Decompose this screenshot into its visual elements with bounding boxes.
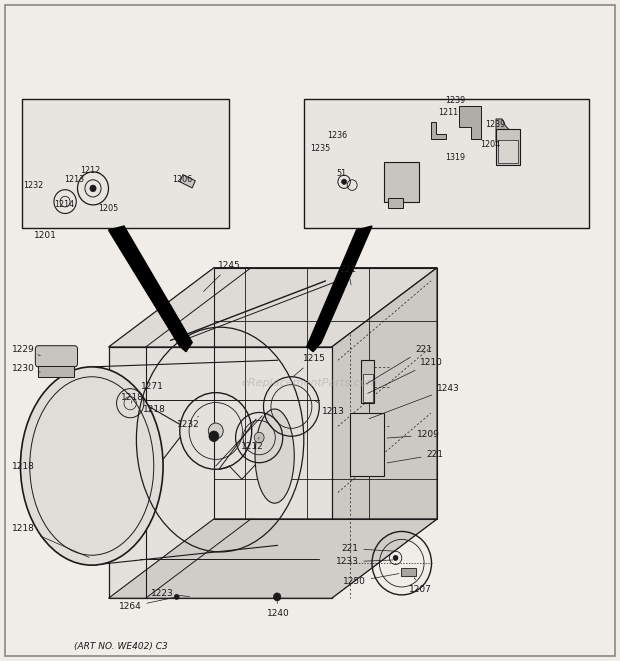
Text: 1232: 1232 bbox=[177, 416, 200, 429]
Bar bbox=[384, 162, 418, 202]
Circle shape bbox=[342, 179, 347, 184]
Ellipse shape bbox=[20, 367, 163, 565]
Text: 1264: 1264 bbox=[118, 598, 174, 611]
Bar bbox=[22, 99, 229, 228]
Text: 221: 221 bbox=[366, 344, 432, 384]
Text: 221: 221 bbox=[342, 544, 394, 553]
Text: 1240: 1240 bbox=[267, 601, 290, 618]
Polygon shape bbox=[108, 226, 192, 346]
Text: 221: 221 bbox=[340, 264, 356, 285]
Text: 1232: 1232 bbox=[24, 180, 44, 190]
Polygon shape bbox=[108, 268, 437, 347]
Text: (ART NO. WE402) C3: (ART NO. WE402) C3 bbox=[74, 642, 168, 651]
Text: 221: 221 bbox=[387, 450, 443, 463]
Circle shape bbox=[208, 423, 223, 439]
Polygon shape bbox=[307, 342, 321, 352]
Bar bbox=[350, 413, 384, 476]
Text: 1218: 1218 bbox=[143, 405, 166, 414]
Bar bbox=[496, 129, 520, 165]
Circle shape bbox=[254, 432, 264, 443]
Text: 1205: 1205 bbox=[98, 204, 118, 214]
Text: 1212: 1212 bbox=[241, 438, 264, 451]
Bar bbox=[38, 366, 74, 377]
Polygon shape bbox=[307, 226, 372, 346]
Text: 1218: 1218 bbox=[12, 524, 89, 557]
Text: 1271: 1271 bbox=[141, 382, 164, 391]
Text: 1230: 1230 bbox=[12, 364, 40, 373]
Bar bbox=[498, 140, 518, 163]
Text: 1213: 1213 bbox=[316, 401, 345, 416]
Text: 1201: 1201 bbox=[34, 231, 57, 241]
Circle shape bbox=[273, 593, 281, 601]
Bar bbox=[180, 175, 195, 188]
Text: 1218: 1218 bbox=[121, 393, 144, 403]
Text: 1206: 1206 bbox=[172, 175, 192, 184]
Text: 51: 51 bbox=[337, 169, 347, 178]
Text: 1215: 1215 bbox=[293, 354, 326, 376]
Bar bbox=[363, 374, 373, 402]
Bar bbox=[304, 99, 589, 228]
Text: 1243: 1243 bbox=[369, 384, 460, 419]
Polygon shape bbox=[108, 519, 437, 598]
Bar bbox=[388, 198, 403, 208]
Text: 1235: 1235 bbox=[310, 144, 330, 153]
Circle shape bbox=[209, 431, 219, 442]
Polygon shape bbox=[459, 106, 481, 139]
Text: 1223: 1223 bbox=[151, 589, 190, 598]
Polygon shape bbox=[332, 268, 437, 598]
Circle shape bbox=[174, 594, 179, 600]
Polygon shape bbox=[496, 119, 511, 142]
Text: 1245: 1245 bbox=[203, 261, 241, 292]
Text: 1213: 1213 bbox=[64, 175, 84, 184]
Text: 1239: 1239 bbox=[445, 96, 466, 105]
Polygon shape bbox=[180, 342, 192, 352]
Text: 1236: 1236 bbox=[327, 131, 347, 140]
Circle shape bbox=[90, 185, 96, 192]
Text: 1214: 1214 bbox=[55, 200, 74, 210]
Text: 1207: 1207 bbox=[409, 578, 432, 594]
Text: eReplacementParts.com: eReplacementParts.com bbox=[242, 378, 378, 389]
Text: 1250: 1250 bbox=[343, 574, 399, 586]
Text: 1218: 1218 bbox=[12, 461, 35, 471]
Polygon shape bbox=[431, 122, 446, 139]
Ellipse shape bbox=[255, 409, 294, 503]
Bar bbox=[401, 568, 416, 576]
Polygon shape bbox=[108, 347, 332, 598]
Text: 1319: 1319 bbox=[445, 153, 465, 162]
Text: 1204: 1204 bbox=[480, 139, 500, 149]
Text: 1210: 1210 bbox=[368, 358, 443, 393]
Text: 1233: 1233 bbox=[335, 557, 393, 566]
Text: 1212: 1212 bbox=[81, 166, 101, 175]
Text: 1239: 1239 bbox=[485, 120, 505, 129]
FancyBboxPatch shape bbox=[35, 346, 78, 367]
Bar bbox=[361, 360, 374, 403]
Circle shape bbox=[393, 555, 398, 561]
Text: 1209: 1209 bbox=[387, 430, 440, 440]
Text: 1211: 1211 bbox=[438, 108, 458, 117]
Text: 1229: 1229 bbox=[12, 344, 40, 356]
